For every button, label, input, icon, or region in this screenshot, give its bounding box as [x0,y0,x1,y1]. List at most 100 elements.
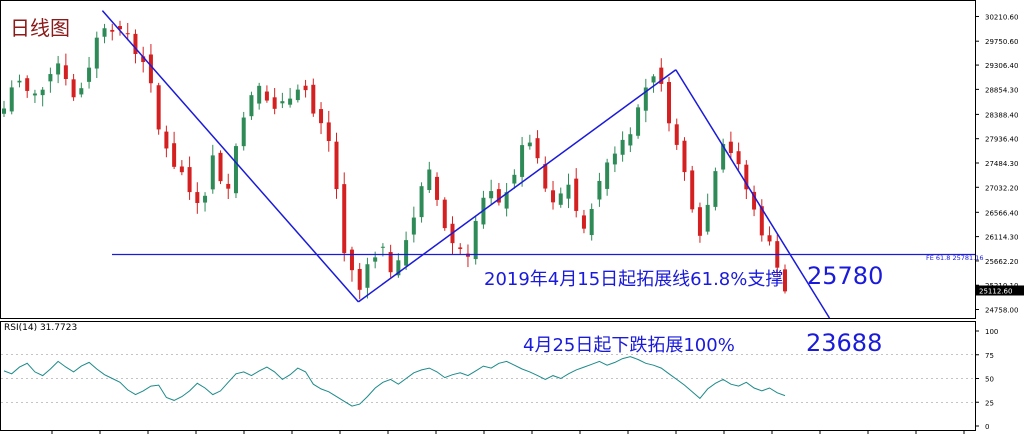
candle-body [388,252,393,273]
extension-annotation: 4月25日起下跌拓展100% [523,335,735,356]
candle-body [690,170,695,210]
candle-body [179,166,184,173]
candle-body [597,180,602,200]
candle-body [551,190,556,203]
candle-body [728,141,733,154]
y-tick-label: 28854.30 [985,86,1018,94]
candle-body [744,164,749,190]
candle-body [465,253,470,257]
chart-title: 日线图 [10,16,70,40]
candle-body [264,91,269,101]
candle-body [380,246,385,248]
candle-body [767,235,772,242]
candle-body [581,215,586,229]
candle-body [319,109,324,124]
extension-value: 23688 [806,329,883,357]
candle-body [40,89,45,96]
candle-body [172,143,177,167]
y-tick-label: 27484.30 [985,160,1018,168]
candle-body [427,169,432,191]
candle-body [342,184,347,254]
candle-body [71,79,76,98]
candle-body [334,141,339,190]
trendline [101,10,359,303]
candle-body [574,178,579,211]
candle-body [249,95,254,117]
candle-body [102,28,107,37]
y-tick-label: 30210.60 [985,13,1018,21]
candle-body [783,269,787,292]
candle-body [736,151,741,165]
candle-body [411,217,416,235]
candle-body [504,192,509,209]
candle-body [535,138,540,159]
rsi-y-tick-label: 0 [985,423,989,431]
candle-body [218,152,223,182]
candle-body [164,131,169,149]
candle-body [303,85,308,91]
rsi-y-tick-label: 75 [985,352,994,360]
rsi-y-tick-label: 50 [985,376,994,384]
candle-body [705,204,710,232]
y-tick-label: 27032.20 [985,184,1018,192]
y-tick-label: 29306.40 [985,62,1018,70]
price-panel: 30210.60 29750.60 29306.40 28854.30 28388.40… [0,0,1024,319]
fib-support-annotation: 2019年4月15日起拓展线61.8%支撑 [484,269,784,290]
candle-body [435,176,440,200]
candle-body [752,191,757,210]
candle-body [210,155,215,190]
trendline [357,69,677,303]
rsi-panel-border [0,321,976,431]
candle-body [148,54,153,84]
candle-body [79,88,84,95]
trendline [675,69,831,319]
rsi-indicator-label: RSI(14) 31.7723 [4,323,78,333]
candle-body [612,153,617,165]
candle-body [311,84,316,114]
candle-body [520,145,525,177]
candle-body [94,37,99,69]
candle-body [489,191,494,199]
candle-body [295,89,300,101]
candle-body [721,143,726,170]
price-panel-border [0,0,976,319]
candle-body [110,29,115,32]
rsi-y-tick-label: 100 [985,328,998,336]
candle-body [326,122,331,142]
candle-body [233,146,238,194]
candle-body [620,139,625,155]
candle-body [257,85,262,104]
candle-body [288,98,293,105]
candle-body [280,101,285,104]
candle-body [589,209,594,236]
y-tick-label: 24758.00 [985,307,1018,315]
candle-body [473,220,478,260]
candle-body [674,124,679,145]
candle-body [682,140,687,173]
y-tick-label: 27936.40 [985,136,1018,144]
candle-body [605,162,610,189]
candle-body [241,117,246,147]
candle-body [404,240,409,266]
y-tick-label: 26566.40 [985,209,1018,217]
candle-body [63,65,68,79]
candle-body [396,260,401,276]
y-tick-label: 26114.30 [985,234,1018,242]
candle-body [133,33,138,55]
candle-body [141,56,146,63]
candle-body [87,67,92,82]
candle-body [527,142,532,147]
y-tick-label: 25662.20 [985,258,1018,266]
candle-body [458,247,463,249]
candle-body [373,257,378,262]
candle-body [226,183,231,189]
candle-body [56,63,61,75]
candle-body [32,93,37,96]
candle-body [496,189,501,203]
candle-body [628,134,633,146]
candle-body [667,82,672,124]
candle-body [713,171,718,207]
rsi-line [3,356,786,407]
rsi-y-tick-label: 25 [985,399,994,407]
